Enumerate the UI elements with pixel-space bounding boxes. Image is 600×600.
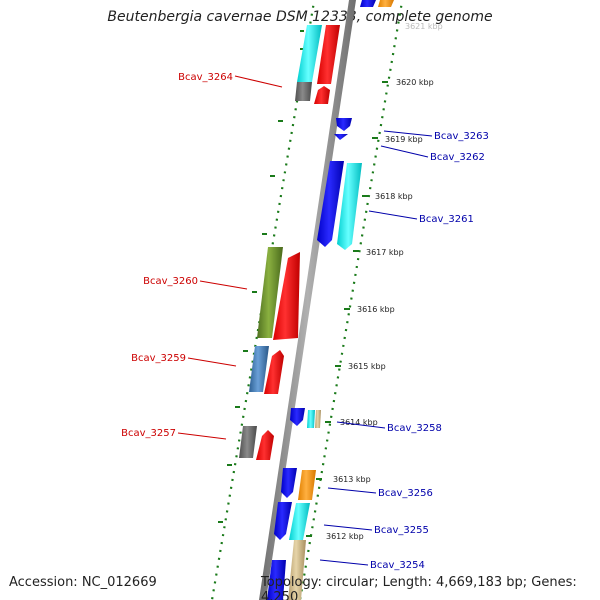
gene-Bcav_3262-arrow (334, 134, 348, 140)
gene-Bcav_3259-steel (249, 346, 269, 392)
gene-Bcav_3257-gray (239, 426, 257, 458)
gene-label-Bcav_3259[interactable]: Bcav_3259 (131, 353, 186, 364)
gene-Bcav_3264-red-arrow (314, 86, 330, 104)
accession-text: Accession: NC_012669 (9, 575, 157, 590)
genome-summary-text: Topology: circular; Length: 4,669,183 bp… (261, 575, 577, 600)
gene-label-Bcav_3260[interactable]: Bcav_3260 (143, 276, 198, 287)
gene-Bcav_3255-cyan (289, 503, 310, 540)
gene-block-blue-bottom-1 (281, 468, 297, 498)
gene-label-Bcav_3262[interactable]: Bcav_3262 (430, 152, 485, 163)
kbp-label-3620: 3620 kbp (396, 78, 434, 87)
kbp-label-3615: 3615 kbp (348, 362, 386, 371)
callout-Bcav_3260 (199, 280, 248, 290)
gene-Bcav_3261-blue (317, 161, 344, 247)
gene-Bcav_3258-blue (290, 408, 305, 426)
kbp-label-3621: 3621 kbp (405, 22, 443, 31)
gene-block-blue-top (360, 0, 376, 7)
kbp-label-3616: 3616 kbp (357, 305, 395, 314)
gene-label-Bcav_3264[interactable]: Bcav_3264 (178, 72, 233, 83)
gene-label-Bcav_3258[interactable]: Bcav_3258 (387, 423, 442, 434)
callout-Bcav_3255 (323, 524, 373, 531)
callout-Bcav_3258 (336, 421, 386, 429)
kbp-label-3614: 3614 kbp (340, 418, 378, 427)
gene-label-Bcav_3255[interactable]: Bcav_3255 (374, 525, 429, 536)
gene-label-Bcav_3256[interactable]: Bcav_3256 (378, 488, 433, 499)
gene-Bcav_3264-gray (295, 82, 312, 101)
gene-Bcav_3258-cyan (307, 410, 315, 428)
gene-Bcav_3263-arrow (336, 118, 352, 131)
callout-Bcav_3259 (187, 357, 237, 367)
gene-Bcav_3261-cyan (337, 163, 362, 250)
gene-Bcav_3256-orange (298, 470, 316, 500)
gene-Bcav_3259-red-arrow (264, 350, 284, 394)
gene-Bcav_3260-red-arrow (273, 252, 300, 340)
kbp-tick-marks (306, 81, 388, 537)
gene-label-Bcav_3263[interactable]: Bcav_3263 (434, 131, 489, 142)
gene-label-Bcav_3257[interactable]: Bcav_3257 (121, 428, 176, 439)
genome-backbone (259, 0, 356, 600)
kbp-label-3612: 3612 kbp (326, 532, 364, 541)
callout-Bcav_3262 (380, 145, 429, 158)
gene-label-Bcav_3261[interactable]: Bcav_3261 (419, 214, 474, 225)
kbp-label-3618: 3618 kbp (375, 192, 413, 201)
gene-block-orange-top (378, 0, 394, 7)
gene-Bcav_3257-red-arrow (256, 430, 274, 460)
callout-Bcav_3264 (234, 75, 283, 88)
outer-dotted-ring-right (298, 0, 404, 600)
gene-Bcav_3260-olive (257, 247, 283, 338)
kbp-label-3619: 3619 kbp (385, 135, 423, 144)
callout-Bcav_3254 (319, 559, 369, 566)
map-title: Beutenbergia cavernae DSM 12333, complet… (107, 9, 493, 25)
kbp-label-3617: 3617 kbp (366, 248, 404, 257)
callout-Bcav_3261 (368, 210, 418, 220)
gene-Bcav_3254-tan (288, 540, 306, 600)
gene-block-cyan-top (297, 25, 322, 82)
kbp-label-3613: 3613 kbp (333, 475, 371, 484)
gene-block-blue-bottom-2 (274, 502, 292, 540)
gene-label-Bcav_3254[interactable]: Bcav_3254 (370, 560, 425, 571)
callout-Bcav_3263 (383, 130, 433, 137)
callout-Bcav_3256 (327, 487, 377, 494)
gene-Bcav_3258-tan (315, 410, 321, 428)
callout-Bcav_3257 (177, 432, 227, 440)
gene-block-blue-bottom-3 (267, 560, 286, 600)
gene-block-red-top (317, 25, 340, 84)
